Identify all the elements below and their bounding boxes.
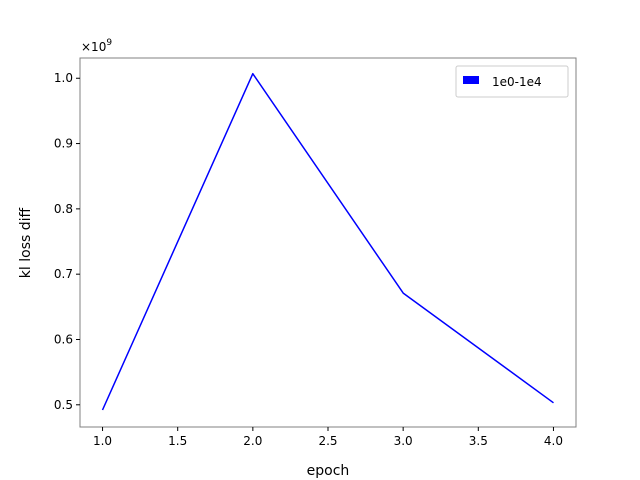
- y-tick-label: 0.5: [54, 398, 73, 412]
- legend-swatch: [463, 76, 479, 84]
- y-axis-label: kl loss diff: [18, 207, 34, 278]
- axes: 1.0 1.5 2.0 2.5 3.0 3.5 4.0 0.5 0.6 0.7 0.8 0.9 1.0: [54, 57, 577, 448]
- x-axis-label: epoch: [307, 463, 350, 479]
- y-tick-label: 0.6: [54, 332, 73, 346]
- y-tick-label: 0.8: [54, 202, 73, 216]
- x-tick-label: 1.5: [168, 434, 187, 448]
- y-tick-label: 1.0: [54, 71, 73, 85]
- x-tick-label: 2.5: [318, 434, 337, 448]
- y-tick-label: 0.9: [54, 137, 73, 151]
- x-tick-label: 3.5: [469, 434, 488, 448]
- series-line-0: [101, 72, 554, 411]
- plot-area: [101, 72, 554, 411]
- legend: 1e0-1e4: [455, 65, 569, 98]
- x-tick-label: 2.0: [243, 434, 262, 448]
- legend-frame: [455, 65, 569, 98]
- x-tick-label: 4.0: [544, 434, 563, 448]
- legend-label: 1e0-1e4: [492, 75, 542, 89]
- x-tick-label: 3.0: [394, 434, 413, 448]
- x-tick-label: 1.0: [93, 434, 112, 448]
- y-tick-label: 0.7: [54, 267, 73, 281]
- y-offset-exponent: 9: [106, 38, 112, 48]
- y-offset-label: ×109: [81, 38, 112, 54]
- y-offset-base: ×10: [81, 40, 106, 54]
